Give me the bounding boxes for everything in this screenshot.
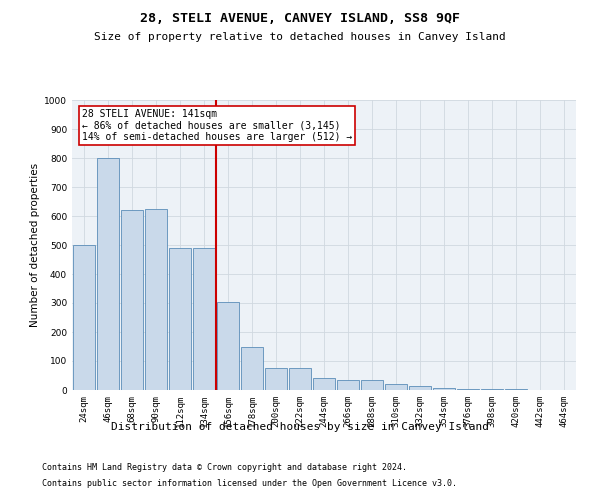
Bar <box>145 209 167 390</box>
Bar <box>217 302 239 390</box>
Bar <box>361 380 383 390</box>
Bar <box>337 380 359 390</box>
Bar <box>433 388 455 390</box>
Bar <box>97 158 119 390</box>
Bar <box>73 245 95 390</box>
Text: 28 STELI AVENUE: 141sqm
← 86% of detached houses are smaller (3,145)
14% of semi: 28 STELI AVENUE: 141sqm ← 86% of detache… <box>82 108 352 142</box>
Bar <box>241 346 263 390</box>
Bar <box>481 389 503 390</box>
Bar <box>265 368 287 390</box>
Text: Distribution of detached houses by size in Canvey Island: Distribution of detached houses by size … <box>111 422 489 432</box>
Bar <box>409 386 431 390</box>
Bar <box>121 210 143 390</box>
Bar <box>169 248 191 390</box>
Bar <box>289 368 311 390</box>
Y-axis label: Number of detached properties: Number of detached properties <box>30 163 40 327</box>
Bar <box>193 248 215 390</box>
Text: 28, STELI AVENUE, CANVEY ISLAND, SS8 9QF: 28, STELI AVENUE, CANVEY ISLAND, SS8 9QF <box>140 12 460 26</box>
Text: Contains HM Land Registry data © Crown copyright and database right 2024.: Contains HM Land Registry data © Crown c… <box>42 464 407 472</box>
Text: Contains public sector information licensed under the Open Government Licence v3: Contains public sector information licen… <box>42 478 457 488</box>
Bar <box>457 388 479 390</box>
Bar <box>385 384 407 390</box>
Bar <box>313 378 335 390</box>
Text: Size of property relative to detached houses in Canvey Island: Size of property relative to detached ho… <box>94 32 506 42</box>
